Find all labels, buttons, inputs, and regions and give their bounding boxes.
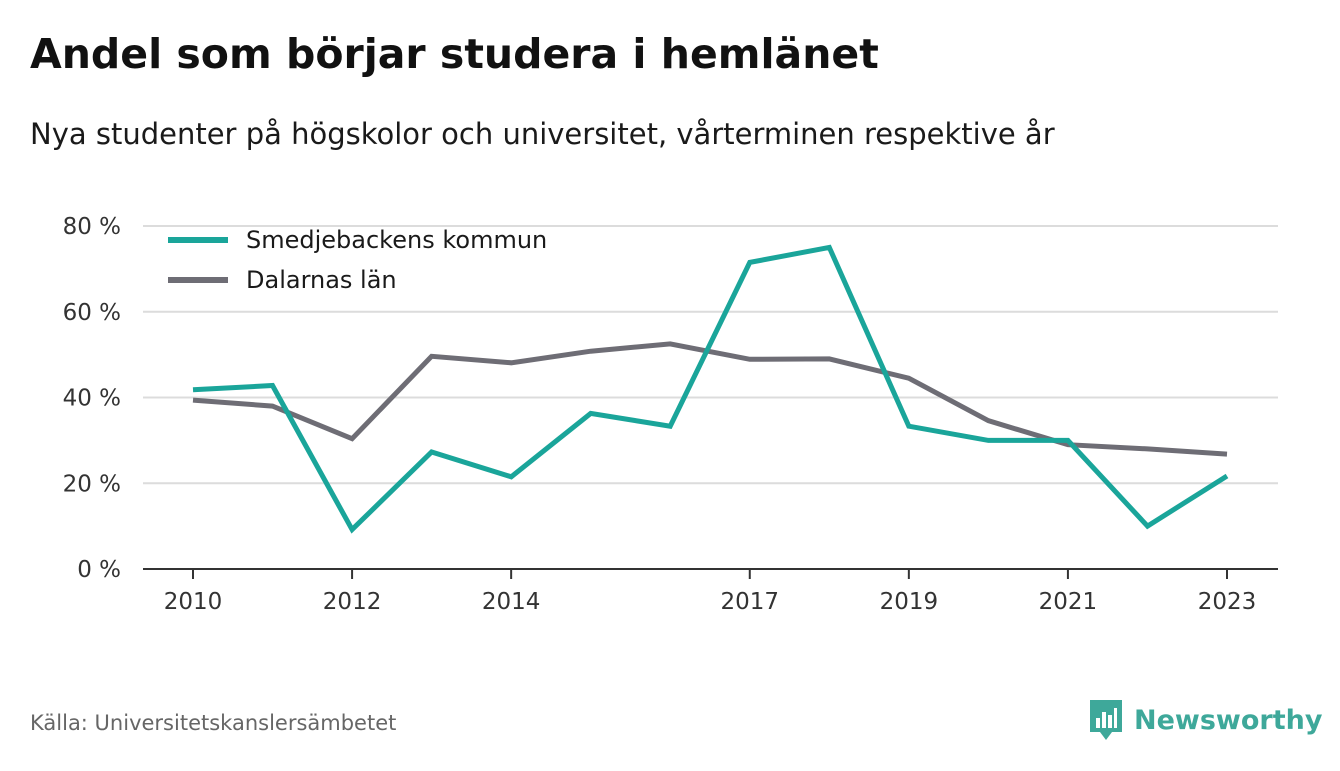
legend-label: Dalarnas län — [246, 266, 397, 294]
series-line-dalarna — [192, 341, 1228, 457]
chart-title: Andel som börjar studera i hemlänet — [30, 30, 879, 78]
brand-logo: Newsworthy — [1088, 698, 1322, 742]
x-tick-label: 2014 — [482, 589, 541, 615]
x-tick-label: 2017 — [720, 589, 779, 615]
grid-lines — [143, 225, 1278, 485]
legend: Smedjebackens kommun Dalarnas län — [168, 226, 547, 294]
x-tick-label: 2010 — [164, 589, 223, 615]
bar-chart-speech-bubble-icon — [1090, 700, 1122, 740]
series-lines — [192, 244, 1229, 534]
axes: 0 % 20 % 40 % 60 % 80 % 2010 2012 2014 2017 2019 2… — [63, 214, 1278, 615]
y-tick-label: 80 % — [63, 214, 121, 240]
x-tick-label: 2012 — [323, 589, 382, 615]
y-tick-label: 20 % — [63, 471, 121, 497]
line-chart: 0 % 20 % 40 % 60 % 80 % 2010 2012 2014 2017 2019 2… — [63, 214, 1278, 615]
series-line-smedjebacken — [192, 244, 1229, 534]
legend-label: Smedjebackens kommun — [246, 226, 547, 254]
brand-name: Newsworthy — [1134, 704, 1323, 736]
y-tick-label: 0 % — [77, 557, 121, 583]
x-tick-label: 2023 — [1198, 589, 1257, 615]
source-note: Källa: Universitetskanslersämbetet — [30, 711, 397, 735]
x-tick-label: 2019 — [880, 589, 939, 615]
x-tick-label: 2021 — [1039, 589, 1098, 615]
y-tick-label: 60 % — [63, 300, 121, 326]
chart-subtitle: Nya studenter på högskolor och universit… — [30, 117, 1055, 151]
y-tick-label: 40 % — [63, 386, 121, 412]
